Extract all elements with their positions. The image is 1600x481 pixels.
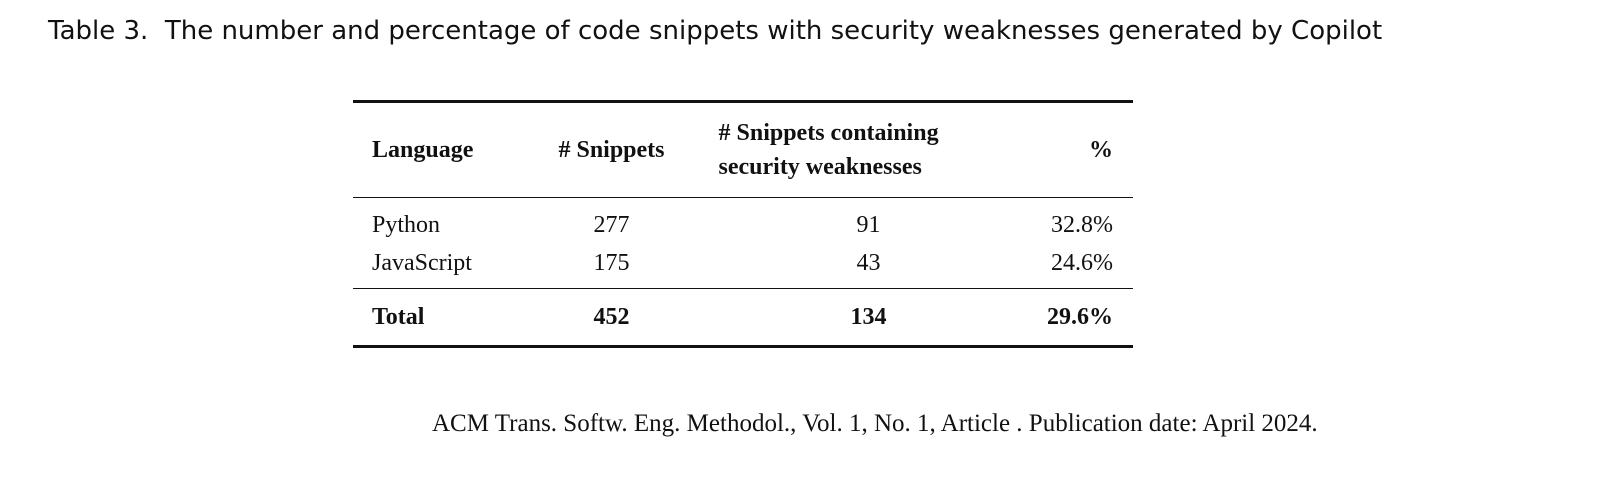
cell: 175 xyxy=(593,249,630,276)
table-foot: Total 452 134 29.6% xyxy=(353,288,1133,347)
page-footer: ACM Trans. Softw. Eng. Methodol., Vol. 1… xyxy=(432,410,1318,437)
header-text: # Snippets containing security weaknesse… xyxy=(718,120,939,180)
table-row: Python 277 91 32.8% xyxy=(353,198,1133,245)
header-cell: % xyxy=(1089,137,1113,163)
cell: 32.8% xyxy=(1051,211,1113,238)
cell: 277 xyxy=(593,211,630,238)
data-table: Language # Snippets # Snippets containin… xyxy=(353,100,1133,348)
table-body: Python 277 91 32.8% JavaScript 175 43 24… xyxy=(353,198,1133,289)
table-caption: Table 3. The number and percentage of co… xyxy=(48,16,1383,46)
total-cell: 134 xyxy=(850,303,887,330)
total-cell: Total xyxy=(372,303,425,330)
header-cell: Language xyxy=(372,137,474,163)
header-cell: # Snippets containing security weaknesse… xyxy=(700,102,1037,198)
table-row: JavaScript 175 43 24.6% xyxy=(353,244,1133,289)
total-cell: 452 xyxy=(593,303,630,330)
cell: JavaScript xyxy=(372,249,472,276)
cell: 91 xyxy=(856,211,881,238)
table-head: Language # Snippets # Snippets containin… xyxy=(353,101,1133,198)
header-cell: # Snippets xyxy=(558,137,665,163)
header-row: Language # Snippets # Snippets containin… xyxy=(353,101,1133,198)
cell: Python xyxy=(372,211,441,238)
cell: 43 xyxy=(856,249,881,276)
cell: 24.6% xyxy=(1051,249,1113,276)
total-cell: 29.6% xyxy=(1047,303,1113,330)
total-row: Total 452 134 29.6% xyxy=(353,288,1133,347)
